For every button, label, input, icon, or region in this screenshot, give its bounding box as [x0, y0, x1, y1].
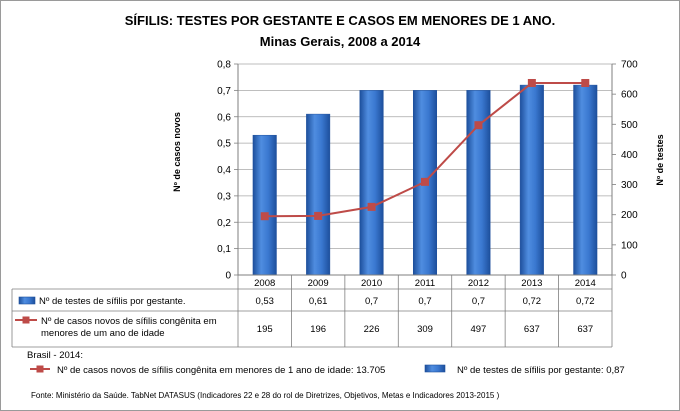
right-axis-label: Nº de testes [655, 134, 665, 185]
bar-value-cell: 0,72 [576, 296, 595, 307]
brasil-bar-text: Nº de testes de sífilis por gestante: 0,… [457, 365, 625, 376]
bar-value-cell: 0,53 [255, 296, 274, 307]
left-tick-label: 0 [225, 271, 231, 282]
chart-subtitle: Minas Gerais, 2008 a 2014 [260, 34, 421, 49]
category-label: 2012 [468, 278, 489, 289]
line-series [260, 78, 590, 221]
legend-bar-label: Nº de testes de sífilis por gestante. [39, 296, 186, 307]
left-tick-label: 0,8 [217, 60, 231, 71]
line-value-cell: 196 [310, 324, 326, 335]
bar-series [252, 84, 598, 276]
left-tick-label: 0,2 [217, 218, 231, 229]
left-tick-label: 0,1 [217, 244, 231, 255]
axes: 0 0,1 0,2 0,3 0,4 0,5 0,6 0,7 0,8 0 100 200 300 400 50… [217, 60, 638, 282]
left-axis-label: Nº de casos novos [172, 112, 182, 192]
brasil-line-swatch [30, 365, 50, 373]
left-tick-label: 0,4 [217, 165, 231, 176]
source-note: Fonte: Ministério da Saúde. TabNet DATAS… [31, 391, 500, 400]
chart-title: SÍFILIS: TESTES POR GESTANTE E CASOS EM … [125, 13, 556, 28]
line-marker [474, 121, 483, 130]
right-tick-label: 600 [621, 90, 638, 101]
bar [519, 84, 544, 276]
bar [573, 84, 598, 276]
line-value-cell: 637 [524, 324, 540, 335]
brasil-title: Brasil - 2014: [27, 350, 83, 361]
right-tick-label: 500 [621, 120, 638, 131]
line-value-cell: 497 [470, 324, 486, 335]
bar-value-cell: 0,7 [472, 296, 485, 307]
line-marker [260, 212, 269, 221]
left-tick-label: 0,6 [217, 112, 231, 123]
bar-value-cell: 0,72 [523, 296, 542, 307]
legend-line-label-2: menores de um ano de idade [41, 328, 165, 339]
line-value-cell: 226 [364, 324, 380, 335]
line-marker [527, 78, 536, 87]
bar-value-cell: 0,7 [418, 296, 431, 307]
category-label: 2014 [575, 278, 596, 289]
legend-bar-swatch [18, 296, 36, 305]
bar [359, 90, 384, 276]
right-tick-label: 300 [621, 180, 638, 191]
bar-value-cell: 0,7 [365, 296, 378, 307]
legend-line-label-1: Nº de casos novos de sífilis congênita e… [41, 316, 217, 327]
left-tick-label: 0,7 [217, 86, 231, 97]
right-tick-label: 200 [621, 210, 638, 221]
line-marker [367, 202, 376, 211]
data-table: Nº de testes de sífilis por gestante. Nº… [11, 275, 613, 348]
line-marker [581, 78, 590, 87]
legend-line-swatch [15, 316, 37, 324]
bar-value-cell: 0,61 [309, 296, 328, 307]
category-label: 2008 [254, 278, 275, 289]
bar [306, 113, 331, 276]
right-tick-label: 100 [621, 240, 638, 251]
right-tick-label: 700 [621, 60, 638, 71]
left-tick-label: 0,3 [217, 191, 231, 202]
right-tick-label: 0 [621, 271, 627, 282]
line-marker [314, 211, 323, 220]
category-label: 2009 [308, 278, 329, 289]
bar [252, 134, 277, 276]
right-tick-label: 400 [621, 150, 638, 161]
category-label: 2010 [361, 278, 382, 289]
line-value-cell: 195 [257, 324, 273, 335]
brasil-bar-swatch [424, 364, 446, 373]
line-marker [421, 177, 429, 186]
category-label: 2013 [521, 278, 542, 289]
left-tick-label: 0,5 [217, 139, 231, 150]
line-value-cell: 309 [417, 324, 433, 335]
brasil-line-text: Nº de casos novos de sífilis congênita e… [57, 365, 385, 376]
line-value-cell: 637 [577, 324, 593, 335]
category-label: 2011 [415, 278, 435, 289]
